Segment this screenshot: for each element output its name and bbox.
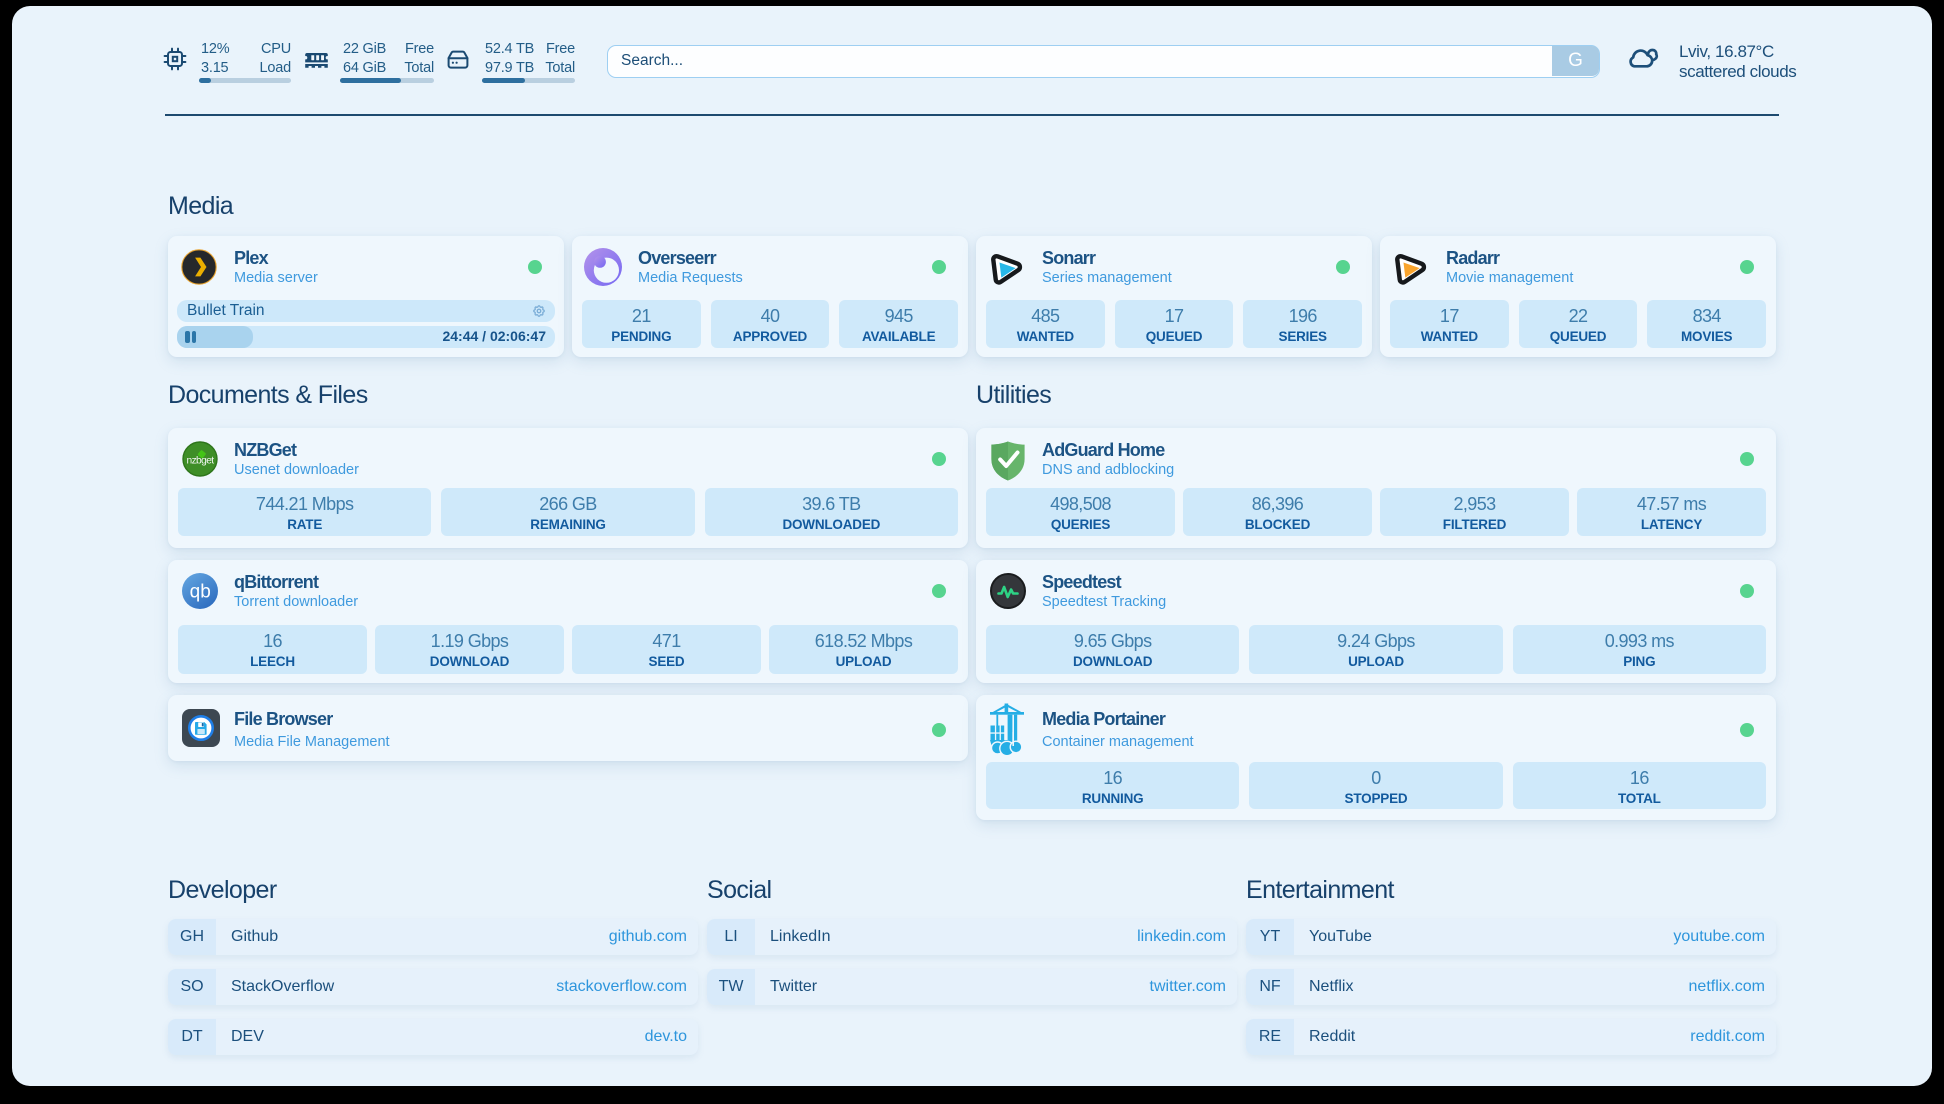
svg-text:nzbget: nzbget xyxy=(187,456,215,467)
svg-text:qb: qb xyxy=(190,582,211,603)
